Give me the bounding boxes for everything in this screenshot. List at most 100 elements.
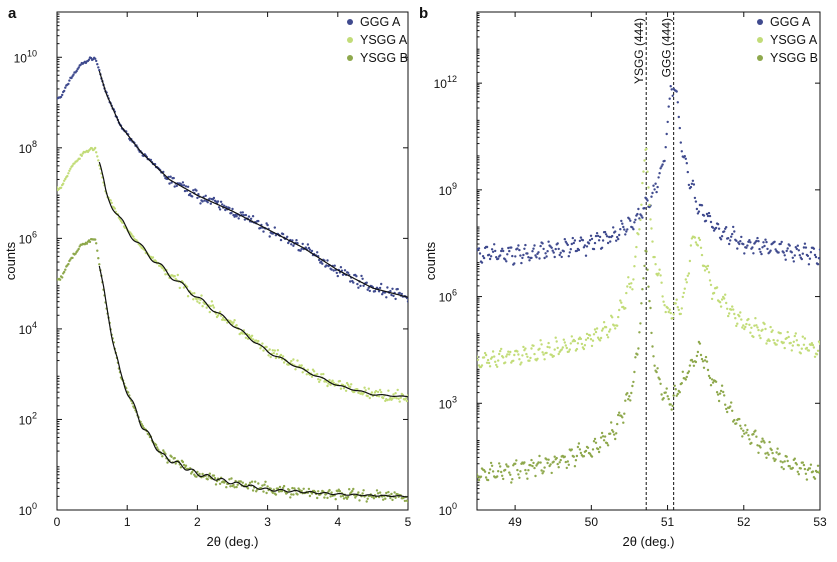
- data-point: [511, 254, 514, 258]
- data-point: [530, 256, 533, 260]
- data-point: [96, 249, 99, 252]
- data-point: [554, 336, 557, 339]
- data-point: [79, 63, 82, 66]
- data-point: [378, 388, 382, 392]
- data-point: [405, 399, 408, 403]
- data-point: [714, 380, 718, 383]
- fit-line: [98, 265, 408, 498]
- data-point: [709, 220, 713, 224]
- data-point: [570, 448, 573, 451]
- data-point: [247, 215, 251, 218]
- data-point: [784, 258, 787, 261]
- data-point: [68, 169, 71, 172]
- data-point: [516, 468, 519, 472]
- data-point: [275, 352, 279, 356]
- data-point: [540, 469, 543, 472]
- data-point: [516, 350, 519, 353]
- y-tick-exponent: 2: [32, 410, 37, 420]
- data-point: [477, 355, 479, 358]
- plot-area: [477, 12, 820, 510]
- data-point: [219, 314, 223, 317]
- data-point: [723, 394, 726, 397]
- data-point: [579, 451, 583, 455]
- data-point: [365, 281, 368, 284]
- data-point: [506, 353, 509, 356]
- data-point: [696, 244, 700, 247]
- data-point: [792, 260, 795, 263]
- x-axis-label: 2θ (deg.): [206, 534, 258, 549]
- data-point: [273, 349, 276, 352]
- data-point: [672, 394, 675, 397]
- data-point: [281, 355, 285, 358]
- data-point: [378, 286, 382, 290]
- data-point: [692, 183, 696, 186]
- data-point: [710, 378, 714, 381]
- y-tick-exponent: 6: [452, 288, 457, 298]
- data-point: [585, 245, 589, 248]
- data-point: [769, 249, 772, 252]
- data-point: [681, 295, 684, 299]
- data-point: [771, 451, 774, 455]
- data-point: [575, 454, 579, 458]
- data-point: [267, 354, 270, 357]
- data-point: [708, 279, 712, 282]
- data-point: [764, 238, 767, 241]
- data-point: [357, 286, 360, 289]
- data-point: [628, 282, 631, 286]
- data-point: [561, 346, 564, 349]
- data-point: [301, 371, 304, 374]
- data-point: [59, 186, 63, 189]
- data-point: [336, 274, 339, 278]
- data-point: [793, 457, 796, 460]
- data-point: [481, 255, 485, 258]
- data-point: [718, 392, 722, 395]
- data-point: [696, 350, 700, 354]
- data-point: [316, 372, 319, 376]
- data-point: [620, 219, 623, 223]
- data-point: [650, 331, 653, 335]
- data-point: [640, 214, 643, 217]
- x-tick-label: 52: [737, 515, 751, 529]
- data-point: [518, 476, 521, 479]
- data-point: [527, 469, 530, 472]
- data-point: [569, 342, 572, 345]
- data-point: [365, 500, 368, 503]
- data-point: [553, 255, 556, 259]
- data-point: [667, 310, 670, 314]
- data-point: [622, 421, 625, 424]
- data-point: [542, 353, 545, 356]
- legend-label: YSGG B: [360, 51, 408, 65]
- data-point: [186, 295, 190, 298]
- data-point: [674, 388, 677, 391]
- data-point: [776, 339, 779, 342]
- data-point: [292, 493, 295, 496]
- data-point: [372, 497, 376, 500]
- data-point: [182, 184, 186, 187]
- data-point: [593, 437, 597, 441]
- data-point: [752, 432, 755, 436]
- data-point: [296, 359, 299, 362]
- data-point: [763, 244, 766, 248]
- x-tick-label: 0: [54, 515, 61, 529]
- data-point: [339, 495, 343, 498]
- data-point: [717, 227, 721, 230]
- data-point: [374, 389, 378, 393]
- data-point: [697, 210, 701, 213]
- data-point: [551, 249, 554, 252]
- data-point: [291, 239, 294, 242]
- data-point: [391, 498, 394, 502]
- data-point: [501, 474, 504, 477]
- data-point: [393, 491, 396, 494]
- data-point: [556, 242, 559, 245]
- data-point: [817, 340, 820, 343]
- data-point: [499, 349, 502, 353]
- data-point: [674, 302, 677, 305]
- data-point: [605, 235, 609, 238]
- data-point: [750, 326, 753, 329]
- data-point: [96, 62, 99, 66]
- data-point: [513, 262, 516, 265]
- data-point: [618, 411, 621, 414]
- data-point: [553, 455, 556, 458]
- data-point: [338, 490, 342, 493]
- legend-marker: [757, 55, 763, 61]
